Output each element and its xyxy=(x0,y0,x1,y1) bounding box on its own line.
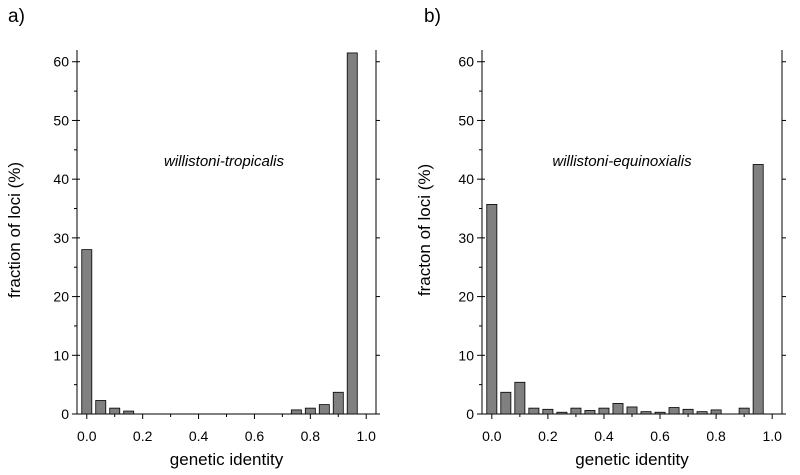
x-tick-label: 0.8 xyxy=(301,428,321,444)
histogram-bar xyxy=(332,391,344,415)
histogram-bar xyxy=(640,411,652,415)
x-axis-label: genetic identity xyxy=(170,450,284,469)
y-tick-label: 40 xyxy=(458,171,474,187)
x-tick-label: 0.8 xyxy=(706,428,726,444)
chart-panel-b: b) 0 10 20 30 40 50 60 0.0 0.2 0.4 0.6 0.8 1.0 genetic… xyxy=(415,6,786,469)
chart-panel-a: a) 0 10 20 30 40 50 60 0.0 0.2 0.4 0.6 0.8 1.0 genetic… xyxy=(5,6,380,469)
y-tick-label: 30 xyxy=(53,230,69,246)
y-tick-label: 50 xyxy=(458,112,474,128)
x-tick-label: 0.6 xyxy=(245,428,265,444)
histogram-bar xyxy=(752,164,764,415)
histogram-bar xyxy=(584,410,596,415)
histogram-bar xyxy=(486,204,498,415)
histogram-bar xyxy=(318,404,330,415)
species-pair-annotation: willistoni-equinoxialis xyxy=(552,153,692,170)
histogram-bar xyxy=(95,400,107,415)
histogram-bar xyxy=(612,403,624,415)
y-tick-label: 20 xyxy=(458,289,474,305)
x-tick-label: 0.4 xyxy=(189,428,209,444)
y-axis-label: fracton of loci (%) xyxy=(415,164,434,296)
histogram-bar xyxy=(346,52,358,415)
histogram-bar xyxy=(570,407,582,415)
histogram-bar xyxy=(528,407,540,415)
x-tick-label: 0.0 xyxy=(482,428,502,444)
histogram-bar xyxy=(542,408,554,415)
histogram-bar xyxy=(710,409,722,415)
histogram-bar xyxy=(696,411,708,415)
histogram-bar xyxy=(514,381,526,415)
x-tick-label: 0.2 xyxy=(133,428,153,444)
histogram-bar xyxy=(304,407,316,415)
y-tick-label: 40 xyxy=(53,171,69,187)
species-pair-annotation: willistoni-tropicalis xyxy=(164,153,285,170)
histogram-bar xyxy=(556,411,568,415)
y-tick-label: 50 xyxy=(53,112,69,128)
histogram-bar xyxy=(668,407,680,415)
histogram-bar xyxy=(738,407,750,415)
x-tick-label: 0.6 xyxy=(650,428,670,444)
histogram-bar xyxy=(500,391,512,415)
histogram-bar xyxy=(290,409,302,415)
x-tick-label: 0.4 xyxy=(594,428,614,444)
y-tick-label: 30 xyxy=(458,230,474,246)
x-tick-label: 0.0 xyxy=(77,428,97,444)
y-tick-label: 0 xyxy=(61,406,69,422)
y-axis-label: fraction of loci (%) xyxy=(5,162,24,298)
histogram-bar xyxy=(123,410,135,415)
histogram-bar xyxy=(626,406,638,415)
x-tick-label: 1.0 xyxy=(356,428,376,444)
x-tick-label: 0.2 xyxy=(538,428,558,444)
panel-label: a) xyxy=(8,6,25,27)
histogram-bar xyxy=(109,407,121,415)
histogram-bar xyxy=(81,249,93,415)
y-tick-label: 10 xyxy=(53,347,69,363)
x-axis-label: genetic identity xyxy=(575,450,689,469)
histogram-bar xyxy=(598,407,610,415)
x-tick-label: 1.0 xyxy=(762,428,782,444)
y-tick-label: 60 xyxy=(53,54,69,70)
y-tick-label: 0 xyxy=(466,406,474,422)
histogram-bar xyxy=(682,408,694,415)
panel-label: b) xyxy=(424,6,441,27)
y-tick-label: 20 xyxy=(53,289,69,305)
histogram-bar xyxy=(654,411,666,415)
y-tick-label: 60 xyxy=(458,54,474,70)
y-tick-label: 10 xyxy=(458,347,474,363)
